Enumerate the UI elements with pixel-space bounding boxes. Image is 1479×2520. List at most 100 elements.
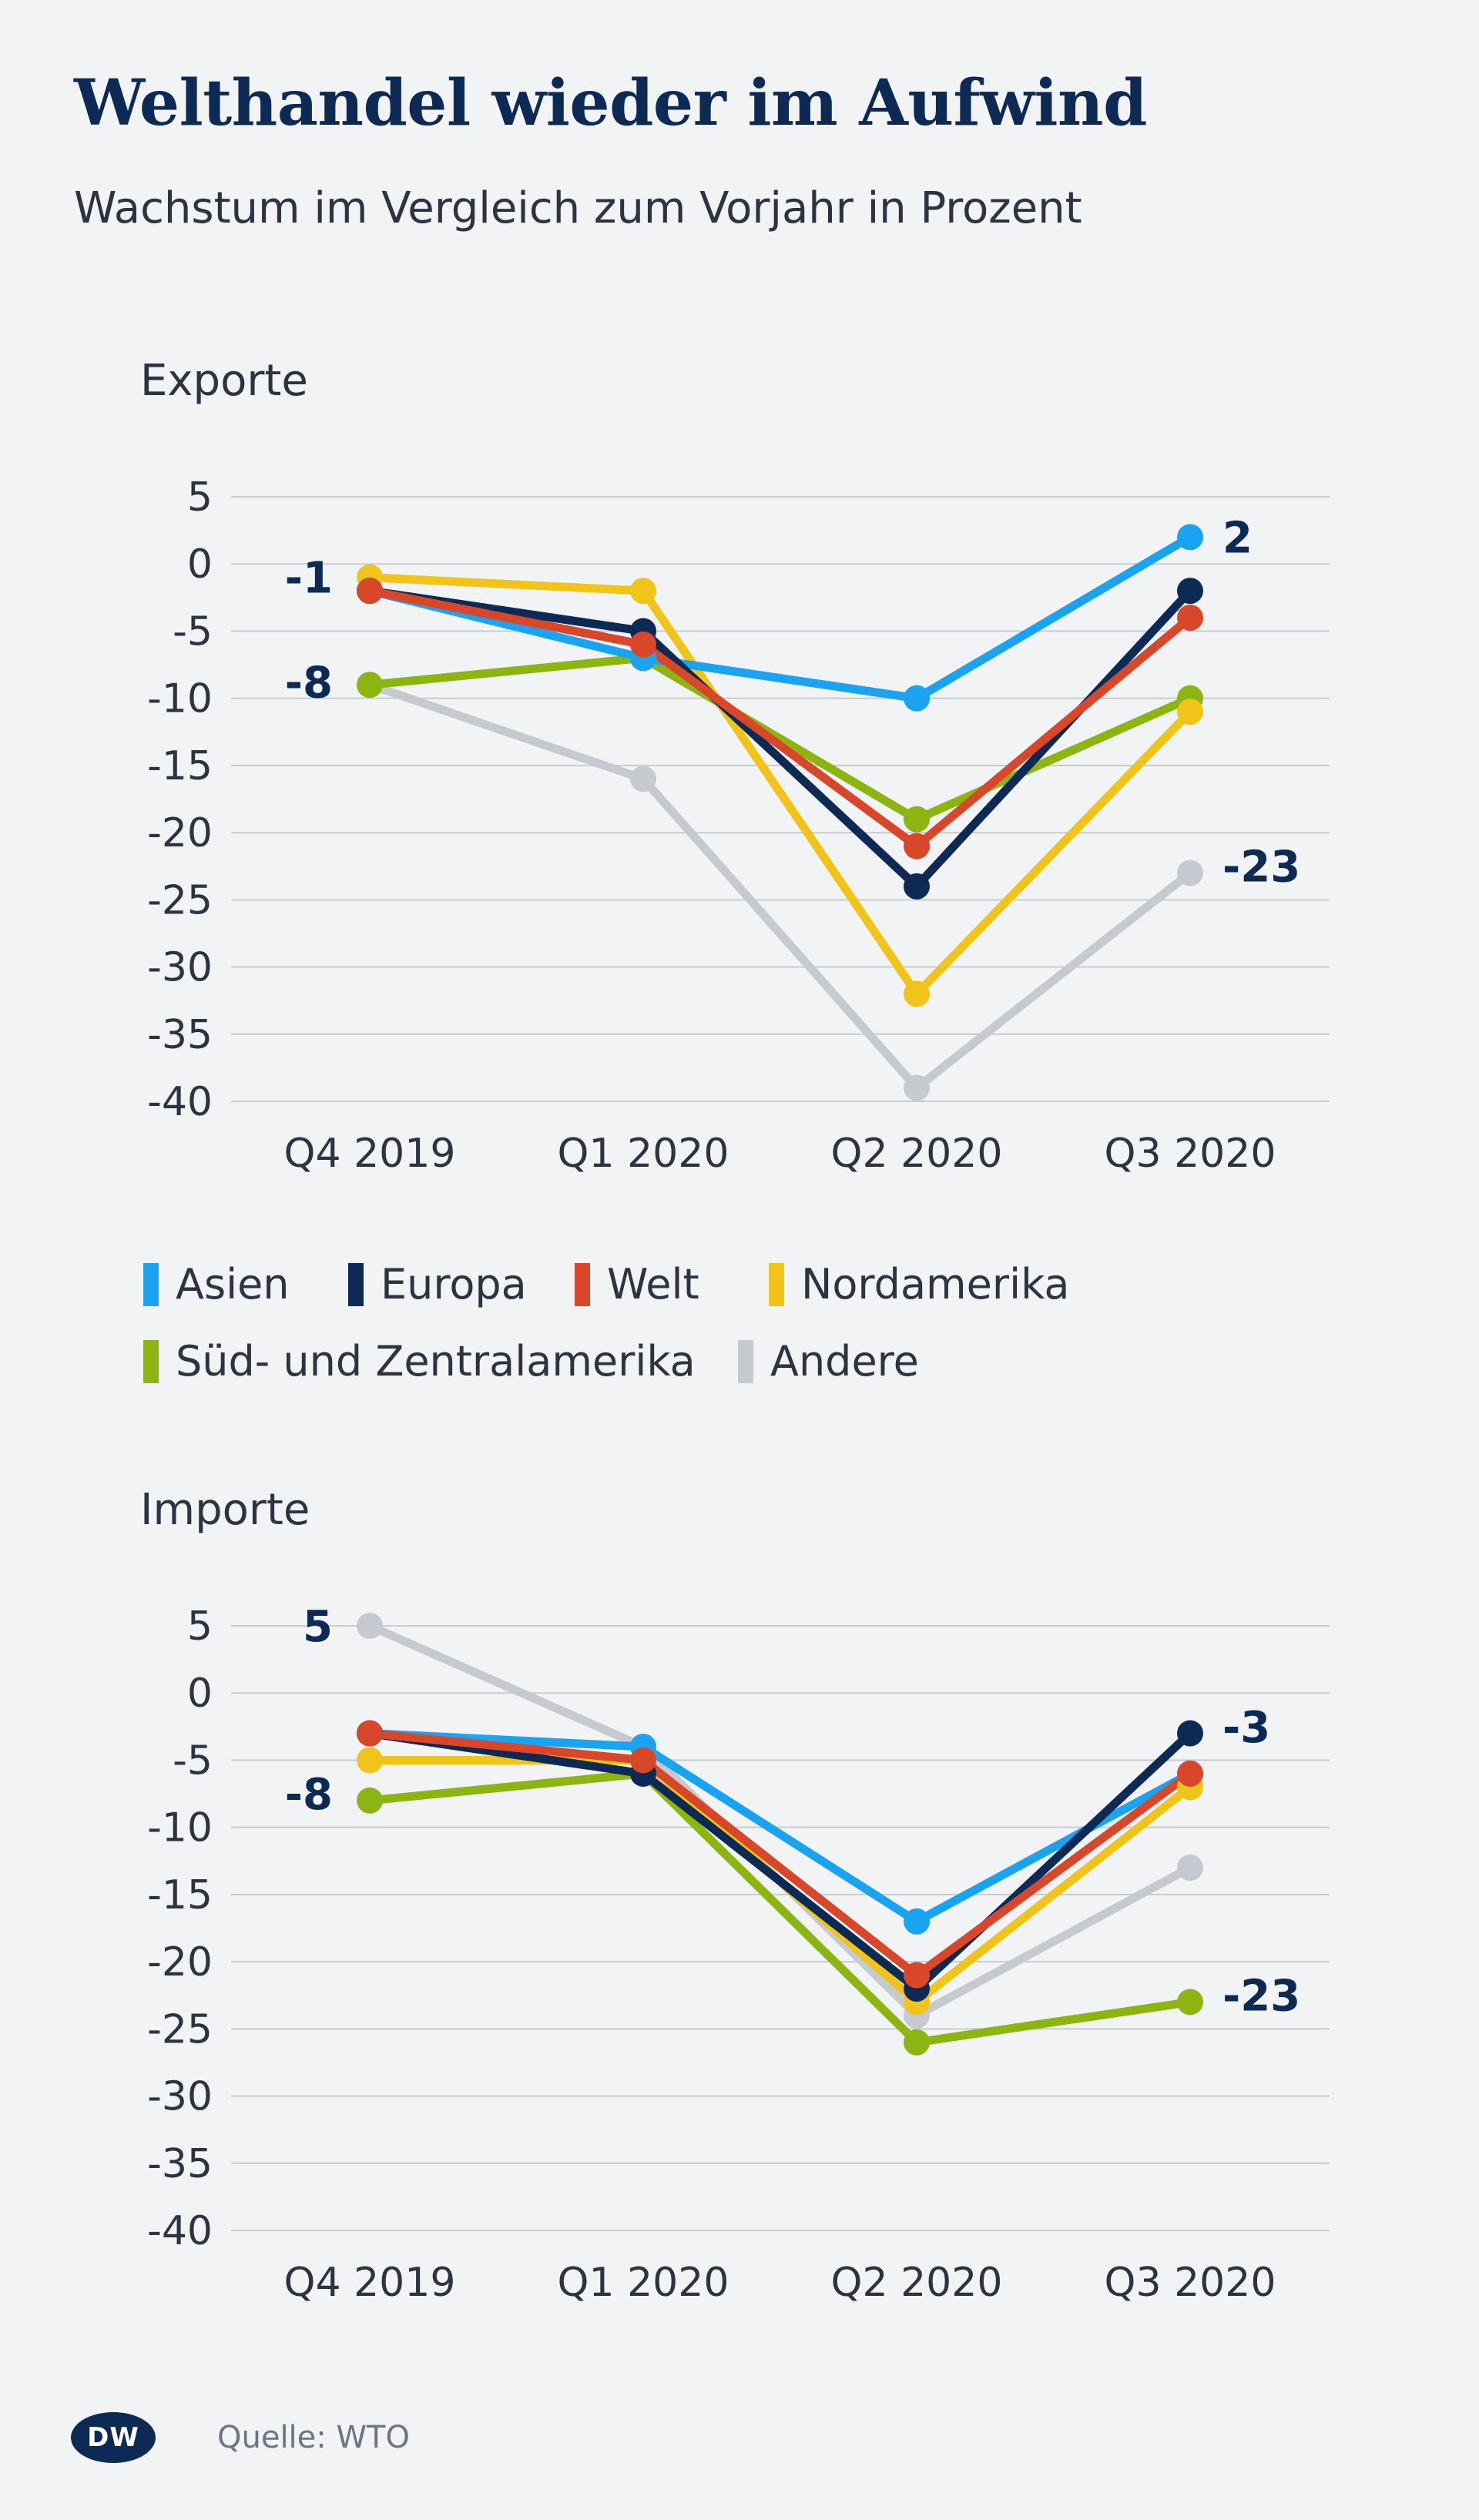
exports-point-andere bbox=[904, 1074, 930, 1101]
imports-point-welt bbox=[904, 1962, 930, 1989]
chart-subtitle: Wachstum im Vergleich zum Vorjahr in Pro… bbox=[74, 183, 1082, 233]
exports-series-line-asien bbox=[365, 532, 1195, 703]
exports-series-line-welt bbox=[365, 586, 1195, 851]
exports-series-line-andere bbox=[365, 680, 1195, 1093]
exports-y-tick-label: -10 bbox=[147, 676, 213, 722]
legend-item-andere: Andere bbox=[738, 1337, 919, 1386]
imports-y-tick-label: -10 bbox=[147, 1805, 213, 1851]
legend-label-welt: Welt bbox=[607, 1260, 699, 1309]
imports-point-welt bbox=[630, 1747, 656, 1774]
imports-series-line-asien bbox=[365, 1729, 1195, 1926]
exports-y-tick-label: -5 bbox=[173, 608, 213, 655]
exports-data-label: -1 bbox=[285, 554, 333, 604]
imports-x-tick-label: Q4 2019 bbox=[284, 2260, 456, 2306]
imports-point-sued-und-zentralamerika bbox=[904, 2029, 930, 2056]
imports-point-asien bbox=[904, 1908, 930, 1935]
imports-y-tick-label: -40 bbox=[147, 2208, 213, 2254]
exports-point-sued-und-zentralamerika bbox=[904, 806, 930, 833]
legend-label-andere: Andere bbox=[770, 1337, 919, 1386]
imports-x-tick-label: Q2 2020 bbox=[831, 2260, 1003, 2306]
legend-item-asien: Asien bbox=[143, 1260, 290, 1309]
imports-data-label: 5 bbox=[303, 1602, 333, 1652]
imports-y-tick-label: -25 bbox=[147, 2006, 213, 2053]
footer: DW Quelle: WTO bbox=[71, 2411, 410, 2465]
exports-point-andere bbox=[1177, 860, 1203, 886]
legend-item-nordamerika: Nordamerika bbox=[769, 1260, 1070, 1309]
exports-x-tick-label: Q1 2020 bbox=[558, 1131, 729, 1177]
legend-item-welt: Welt bbox=[575, 1260, 699, 1309]
exports-data-label: -23 bbox=[1222, 843, 1300, 893]
legend-swatch-nordamerika bbox=[769, 1262, 784, 1306]
exports-y-tick-label: 0 bbox=[187, 541, 213, 588]
imports-y-tick-label: -20 bbox=[147, 1939, 213, 1986]
exports-point-welt bbox=[357, 578, 383, 605]
imports-y-tick-label: -15 bbox=[147, 1872, 213, 1918]
exports-point-nordamerika bbox=[630, 578, 656, 605]
imports-y-tick-label: 5 bbox=[187, 1603, 213, 1650]
imports-y-tick-label: -5 bbox=[173, 1738, 213, 1784]
chart-title: Welthandel wieder im Aufwind bbox=[74, 66, 1148, 140]
imports-series-line-andere bbox=[365, 1621, 1195, 2020]
exports-x-tick-label: Q4 2019 bbox=[284, 1131, 456, 1177]
exports-y-tick-label: -35 bbox=[147, 1012, 213, 1058]
imports-series-line-europa bbox=[365, 1729, 1195, 1993]
exports-point-europa bbox=[1177, 578, 1203, 605]
exports-series-line-europa bbox=[365, 586, 1195, 891]
imports-panel-title: Importe bbox=[140, 1485, 310, 1535]
imports-point-sued-und-zentralamerika bbox=[1177, 1989, 1203, 2016]
imports-point-nordamerika bbox=[357, 1747, 383, 1774]
exports-point-welt bbox=[904, 833, 930, 860]
legend-swatch-asien bbox=[143, 1262, 159, 1306]
imports-point-andere bbox=[357, 1613, 383, 1639]
exports-series-line-nordamerika bbox=[365, 573, 1195, 998]
imports-y-tick-label: 0 bbox=[187, 1671, 213, 1717]
imports-y-tick-label: -35 bbox=[147, 2141, 213, 2187]
imports-point-andere bbox=[1177, 1855, 1203, 1881]
exports-y-tick-label: -30 bbox=[147, 945, 213, 991]
exports-point-asien bbox=[1177, 524, 1203, 551]
legend-swatch-europa bbox=[348, 1262, 364, 1306]
exports-point-asien bbox=[904, 685, 930, 712]
imports-series-line-welt bbox=[365, 1729, 1195, 1980]
exports-panel-title: Exporte bbox=[140, 356, 308, 406]
exports-series-line-sued-und-zentralamerika bbox=[365, 653, 1195, 824]
exports-point-sued-und-zentralamerika bbox=[357, 672, 383, 699]
exports-y-tick-label: -15 bbox=[147, 743, 213, 789]
imports-x-tick-label: Q1 2020 bbox=[558, 2260, 729, 2306]
legend-label-europa: Europa bbox=[381, 1260, 527, 1309]
exports-point-welt bbox=[630, 631, 656, 658]
imports-data-label: -3 bbox=[1222, 1703, 1270, 1753]
imports-x-tick-label: Q3 2020 bbox=[1105, 2260, 1276, 2306]
exports-y-tick-label: -20 bbox=[147, 810, 213, 856]
exports-x-tick-label: Q3 2020 bbox=[1105, 1131, 1276, 1177]
imports-y-tick-label: -30 bbox=[147, 2074, 213, 2120]
exports-point-europa bbox=[904, 873, 930, 900]
legend-item-europa: Europa bbox=[348, 1260, 527, 1309]
source-note: Quelle: WTO bbox=[217, 2420, 410, 2455]
imports-point-welt bbox=[1177, 1760, 1203, 1787]
exports-data-label: 2 bbox=[1222, 513, 1253, 563]
imports-point-sued-und-zentralamerika bbox=[357, 1787, 383, 1814]
exports-point-nordamerika bbox=[1177, 699, 1203, 726]
exports-point-andere bbox=[630, 766, 656, 793]
legend-label-nordamerika: Nordamerika bbox=[801, 1260, 1070, 1309]
exports-chart: 5 0 -5 -10 -15 -20 -25 -30 -35 -40 Q4 2019 Q1 2020 Q… bbox=[147, 474, 1330, 1177]
legend-swatch-andere bbox=[738, 1339, 753, 1383]
legend-label-sued-und-zentralamerika: Süd- und Zentralamerika bbox=[176, 1337, 696, 1386]
imports-data-label: -8 bbox=[285, 1770, 333, 1820]
exports-point-welt bbox=[1177, 605, 1203, 631]
dw-logo: DW bbox=[71, 2412, 156, 2463]
legend-swatch-sued-und-zentralamerika bbox=[143, 1339, 159, 1383]
legend-swatch-welt bbox=[575, 1262, 590, 1306]
imports-point-welt bbox=[357, 1720, 383, 1747]
legend-item-sued-und-zentralamerika: Süd- und Zentralamerika bbox=[143, 1337, 696, 1386]
dw-logo-text: DW bbox=[87, 2422, 139, 2453]
exports-y-tick-label: -25 bbox=[147, 877, 213, 923]
exports-y-tick-label: 5 bbox=[187, 474, 213, 521]
exports-data-label: -8 bbox=[285, 658, 333, 709]
imports-data-label: -23 bbox=[1222, 1972, 1300, 2022]
legend-label-asien: Asien bbox=[176, 1260, 290, 1309]
exports-point-nordamerika bbox=[904, 980, 930, 1007]
imports-series-line-sued-und-zentralamerika bbox=[365, 1769, 1195, 2047]
